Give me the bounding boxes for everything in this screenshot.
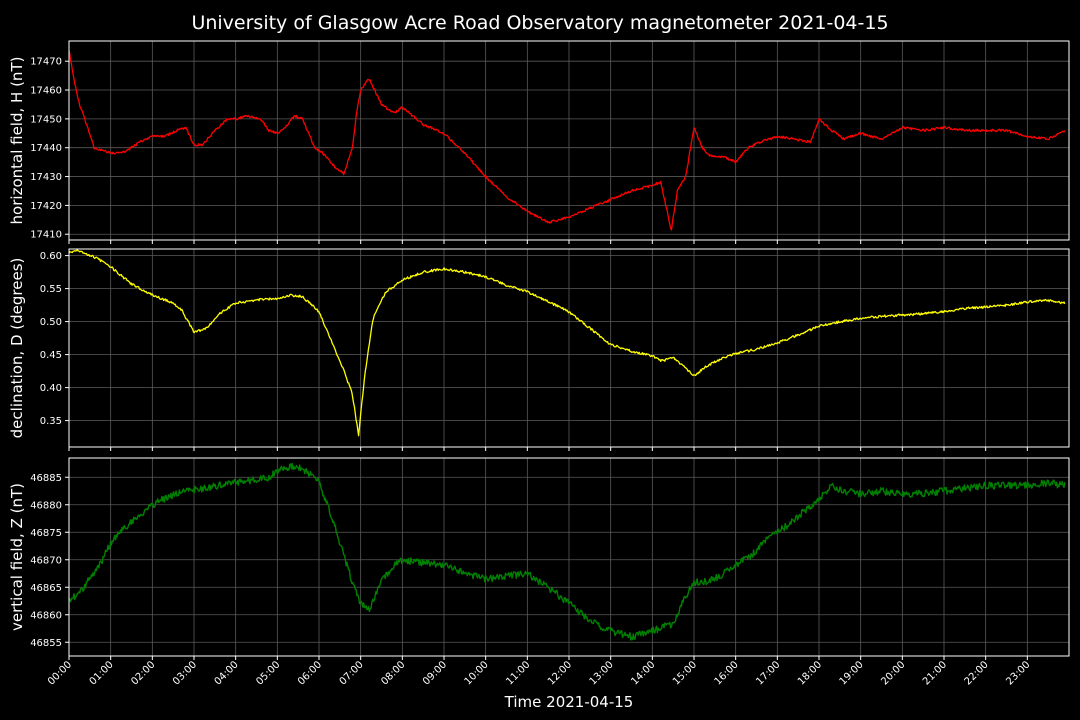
y-tick-label: 46885	[30, 473, 62, 484]
y-tick-label: 17430	[30, 172, 62, 183]
y-tick-label: 46875	[30, 528, 62, 539]
y-tick-label: 46855	[30, 638, 62, 649]
y-tick-label: 17440	[30, 143, 62, 154]
y-tick-label: 0.40	[40, 383, 62, 394]
y-tick-label: 0.45	[40, 350, 62, 361]
y-tick-label: 17410	[30, 230, 62, 241]
x-axis-label: Time 2021-04-15	[504, 693, 634, 711]
series-line-3	[68, 462, 1066, 641]
chart-title: University of Glasgow Acre Road Observat…	[191, 12, 888, 34]
y-tick-label: 0.35	[40, 416, 62, 427]
y-tick-label: 46870	[30, 555, 62, 566]
y-tick-label: 17450	[30, 114, 62, 125]
panel-3: 46855 46860 46865 46870 46875 46880 46885 verti…	[8, 457, 1070, 660]
y-tick-label: 17460	[30, 86, 62, 97]
y-tick-label: 46860	[30, 610, 62, 621]
y-tick-label: 0.60	[40, 251, 62, 262]
y-axis-label: horizontal field, H (nT)	[8, 57, 26, 225]
series-line-2	[68, 249, 1066, 437]
panel-1: 17410 17420 17430 17440 17450 17460 17470 horiz…	[8, 40, 1070, 244]
y-axis-label: vertical field, Z (nT)	[8, 483, 26, 631]
y-tick-label: 46865	[30, 583, 62, 594]
y-tick-label: 17420	[30, 201, 62, 212]
y-tick-label: 17470	[30, 57, 62, 68]
y-tick-label: 0.55	[40, 284, 62, 295]
y-axis-label: declination, D (degrees)	[8, 258, 26, 439]
y-tick-label: 46880	[30, 500, 62, 511]
panel-2: 0.35 0.40 0.45 0.50 0.55 0.60 declination, D (…	[8, 248, 1070, 451]
series-line-1	[68, 50, 1066, 231]
y-tick-label: 0.50	[40, 317, 62, 328]
